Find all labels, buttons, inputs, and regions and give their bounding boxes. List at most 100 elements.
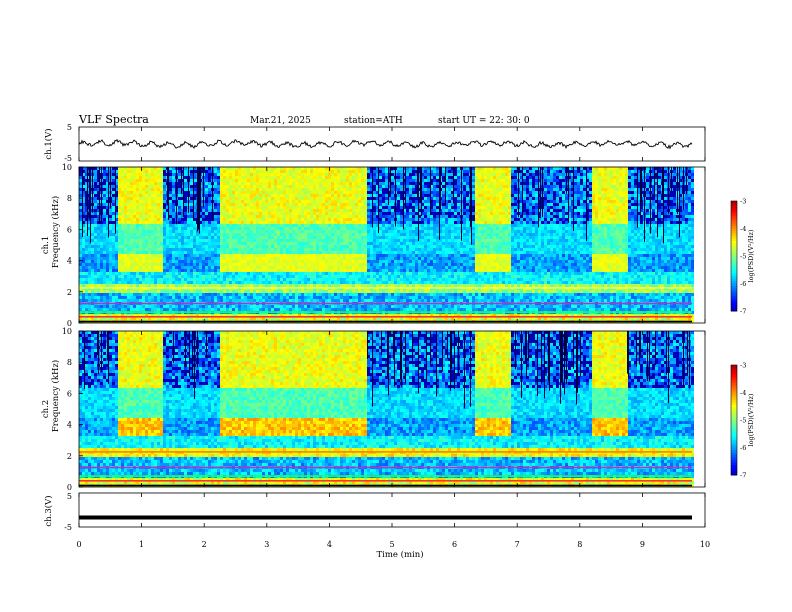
ch2-spec-colorbar-segment [731, 397, 737, 401]
ch1-spec-colorbar-segment [731, 233, 737, 237]
ch2-spec-ytick-8: 8 [67, 358, 72, 367]
ch2-spec-colorbar-segment [731, 380, 737, 383]
ch1-spec-colorbar-segment [731, 306, 737, 309]
ch2-spec-colorbar-segment [731, 415, 737, 418]
ch2-spec-colorbar-segment [731, 460, 737, 463]
ch2-spec-colorbar-segment [731, 370, 737, 373]
ch1-spec-colorbar-segment [731, 293, 737, 297]
x-tick-label-0: 0 [76, 540, 81, 549]
ch1-spec-colorbar-tick--6: -6 [740, 280, 746, 288]
ch2-spec-colorbar-segment [731, 420, 737, 423]
ch2-spec-ytick-2: 2 [67, 452, 72, 461]
x-tick-label-8: 8 [577, 540, 582, 549]
ch2-spec-colorbar-segment [731, 437, 737, 441]
ch2-spec-colorbar-segment [731, 462, 737, 466]
ch1-spec-ytick-8: 8 [67, 194, 72, 203]
ch1-spec-colorbar-segment [731, 213, 737, 217]
ch1-spec-colorbar-segment [731, 256, 737, 259]
ch1-spec-colorbar-tick--4: -4 [740, 225, 746, 233]
ch1-spec-colorbar-segment [731, 263, 737, 267]
ch2-spec-colorbar-segment [731, 382, 737, 386]
ch1-spec-ytick-2: 2 [67, 288, 72, 297]
ch2-spec-colorbar-segment [731, 387, 737, 391]
ch2-spec-colorbar-segment [731, 457, 737, 461]
ch1-spec-ytick-6: 6 [67, 225, 72, 234]
ch2-spec-colorbar-segment [731, 467, 737, 471]
x-tick-label-1: 1 [139, 540, 144, 549]
ch2-spec-colorbar-segment [731, 365, 737, 368]
ch2-spec-colorbar-segment [731, 472, 737, 476]
ch1-waveform-line [78, 138, 693, 150]
ch1-spec-colorbar-segment [731, 208, 737, 212]
ch3-waveform-ylabel: ch.3(V) [43, 495, 54, 526]
ch2-spec-colorbar-segment [731, 405, 737, 408]
ch1-spectrogram-panel: 10 8 6 4 2 0 ch.1 Frequency (kHz) -3 -4 -5 -6 -7 l… [41, 163, 755, 328]
ch2-spec-colorbar-frame [730, 364, 738, 476]
ch2-spec-ytick-0: 0 [67, 483, 72, 492]
ch1-spec-colorbar-segment [731, 291, 737, 294]
ch1-spec-colorbar-segment [731, 268, 737, 272]
ch2-spec-colorbar-segment [731, 375, 737, 378]
ch1-spec-colorbar-segment [731, 296, 737, 299]
ch1-spec-colorbar-segment [731, 223, 737, 227]
figure-title: VLF Spectra [78, 113, 149, 126]
ch1-spec-colorbar-segment [731, 266, 737, 269]
ch3-ytick-bottom: -5 [64, 523, 72, 532]
ch1-spec-colorbar-segment [731, 258, 737, 262]
ch2-spec-ytick-10: 10 [62, 327, 72, 336]
ch1-spec-colorbar-segment [731, 286, 737, 289]
ch2-spec-colorbar-segment [731, 442, 737, 446]
ch1-spec-colorbar-segment [731, 243, 737, 247]
ch2-spec-colorbar-segment [731, 410, 737, 413]
ch1-spec-colorbar-segment [731, 206, 737, 209]
ch1-spec-colorbar-segment [731, 226, 737, 229]
ch2-spec-colorbar-segment [731, 402, 737, 406]
ch1-spec-colorbar-segment [731, 281, 737, 284]
start-time-label: start UT = 22: 30: 0 [438, 116, 530, 126]
ch2-spec-colorbar-segment [731, 407, 737, 411]
ch1-spec-colorbar-segment [731, 238, 737, 242]
ch1-spec-colorbar-segment [731, 203, 737, 207]
ch1-ytick-top: 5 [67, 123, 72, 132]
ch1-spec-colorbar-segment [731, 276, 737, 279]
ch2-spec-colorbar-segment [731, 465, 737, 468]
ch2-spectrogram-ylabel: Frequency (kHz) [50, 360, 61, 432]
ch1-spec-colorbar-segment [731, 288, 737, 292]
ch1-spec-colorbar-tick--7: -7 [740, 308, 746, 316]
ch2-spec-ytick-6: 6 [67, 389, 72, 398]
ch1-spec-colorbar-segment [731, 273, 737, 277]
station-label: station=ATH [344, 116, 403, 126]
ch2-spec-colorbar-segment [731, 372, 737, 376]
ch2-spec-colorbar-segment [731, 440, 737, 443]
ch1-spec-ytick-10: 10 [62, 163, 72, 172]
ch1-spec-ytick-0: 0 [67, 319, 72, 328]
x-tick-label-5: 5 [389, 540, 394, 549]
ch2-spec-ytick-4: 4 [67, 421, 72, 430]
ch2-spec-colorbar-segment [731, 412, 737, 416]
x-tick-label-3: 3 [264, 540, 269, 549]
time-axis: 0 1 2 3 4 5 6 7 8 9 10 [76, 127, 710, 549]
ch1-spec-colorbar-segment [731, 303, 737, 307]
ch1-spec-colorbar-frame [730, 200, 738, 312]
ch2-spec-colorbar-segment [731, 450, 737, 453]
ch1-spec-colorbar-segment [731, 231, 737, 234]
ch1-spectrogram-ylabel: Frequency (kHz) [50, 196, 61, 268]
ch1-waveform-ylabel: ch.1(V) [43, 128, 54, 159]
ch1-spec-colorbar-segment [731, 278, 737, 282]
ch2-spec-colorbar-tick--5: -5 [740, 417, 746, 425]
ch1-spec-ytick-4: 4 [67, 257, 72, 266]
x-tick-label-6: 6 [452, 540, 457, 549]
ch1-spec-colorbar-segment [731, 251, 737, 254]
ch2-spec-colorbar-segment [731, 377, 737, 381]
ch1-spec-colorbar-segment [731, 301, 737, 304]
ch2-spec-colorbar-label: log(PSD)(V²/Hz) [747, 393, 755, 446]
ch2-spec-colorbar-segment [731, 385, 737, 388]
ch1-spec-colorbar-segment [731, 283, 737, 287]
ch1-spec-colorbar-segment [731, 211, 737, 214]
ch1-spec-colorbar-tick--5: -5 [740, 253, 746, 261]
ch2-spec-colorbar-segment [731, 425, 737, 428]
ch1-spec-colorbar-segment [731, 248, 737, 252]
ch2-spec-colorbar-segment [731, 430, 737, 433]
ch1-spec-colorbar-segment [731, 216, 737, 219]
